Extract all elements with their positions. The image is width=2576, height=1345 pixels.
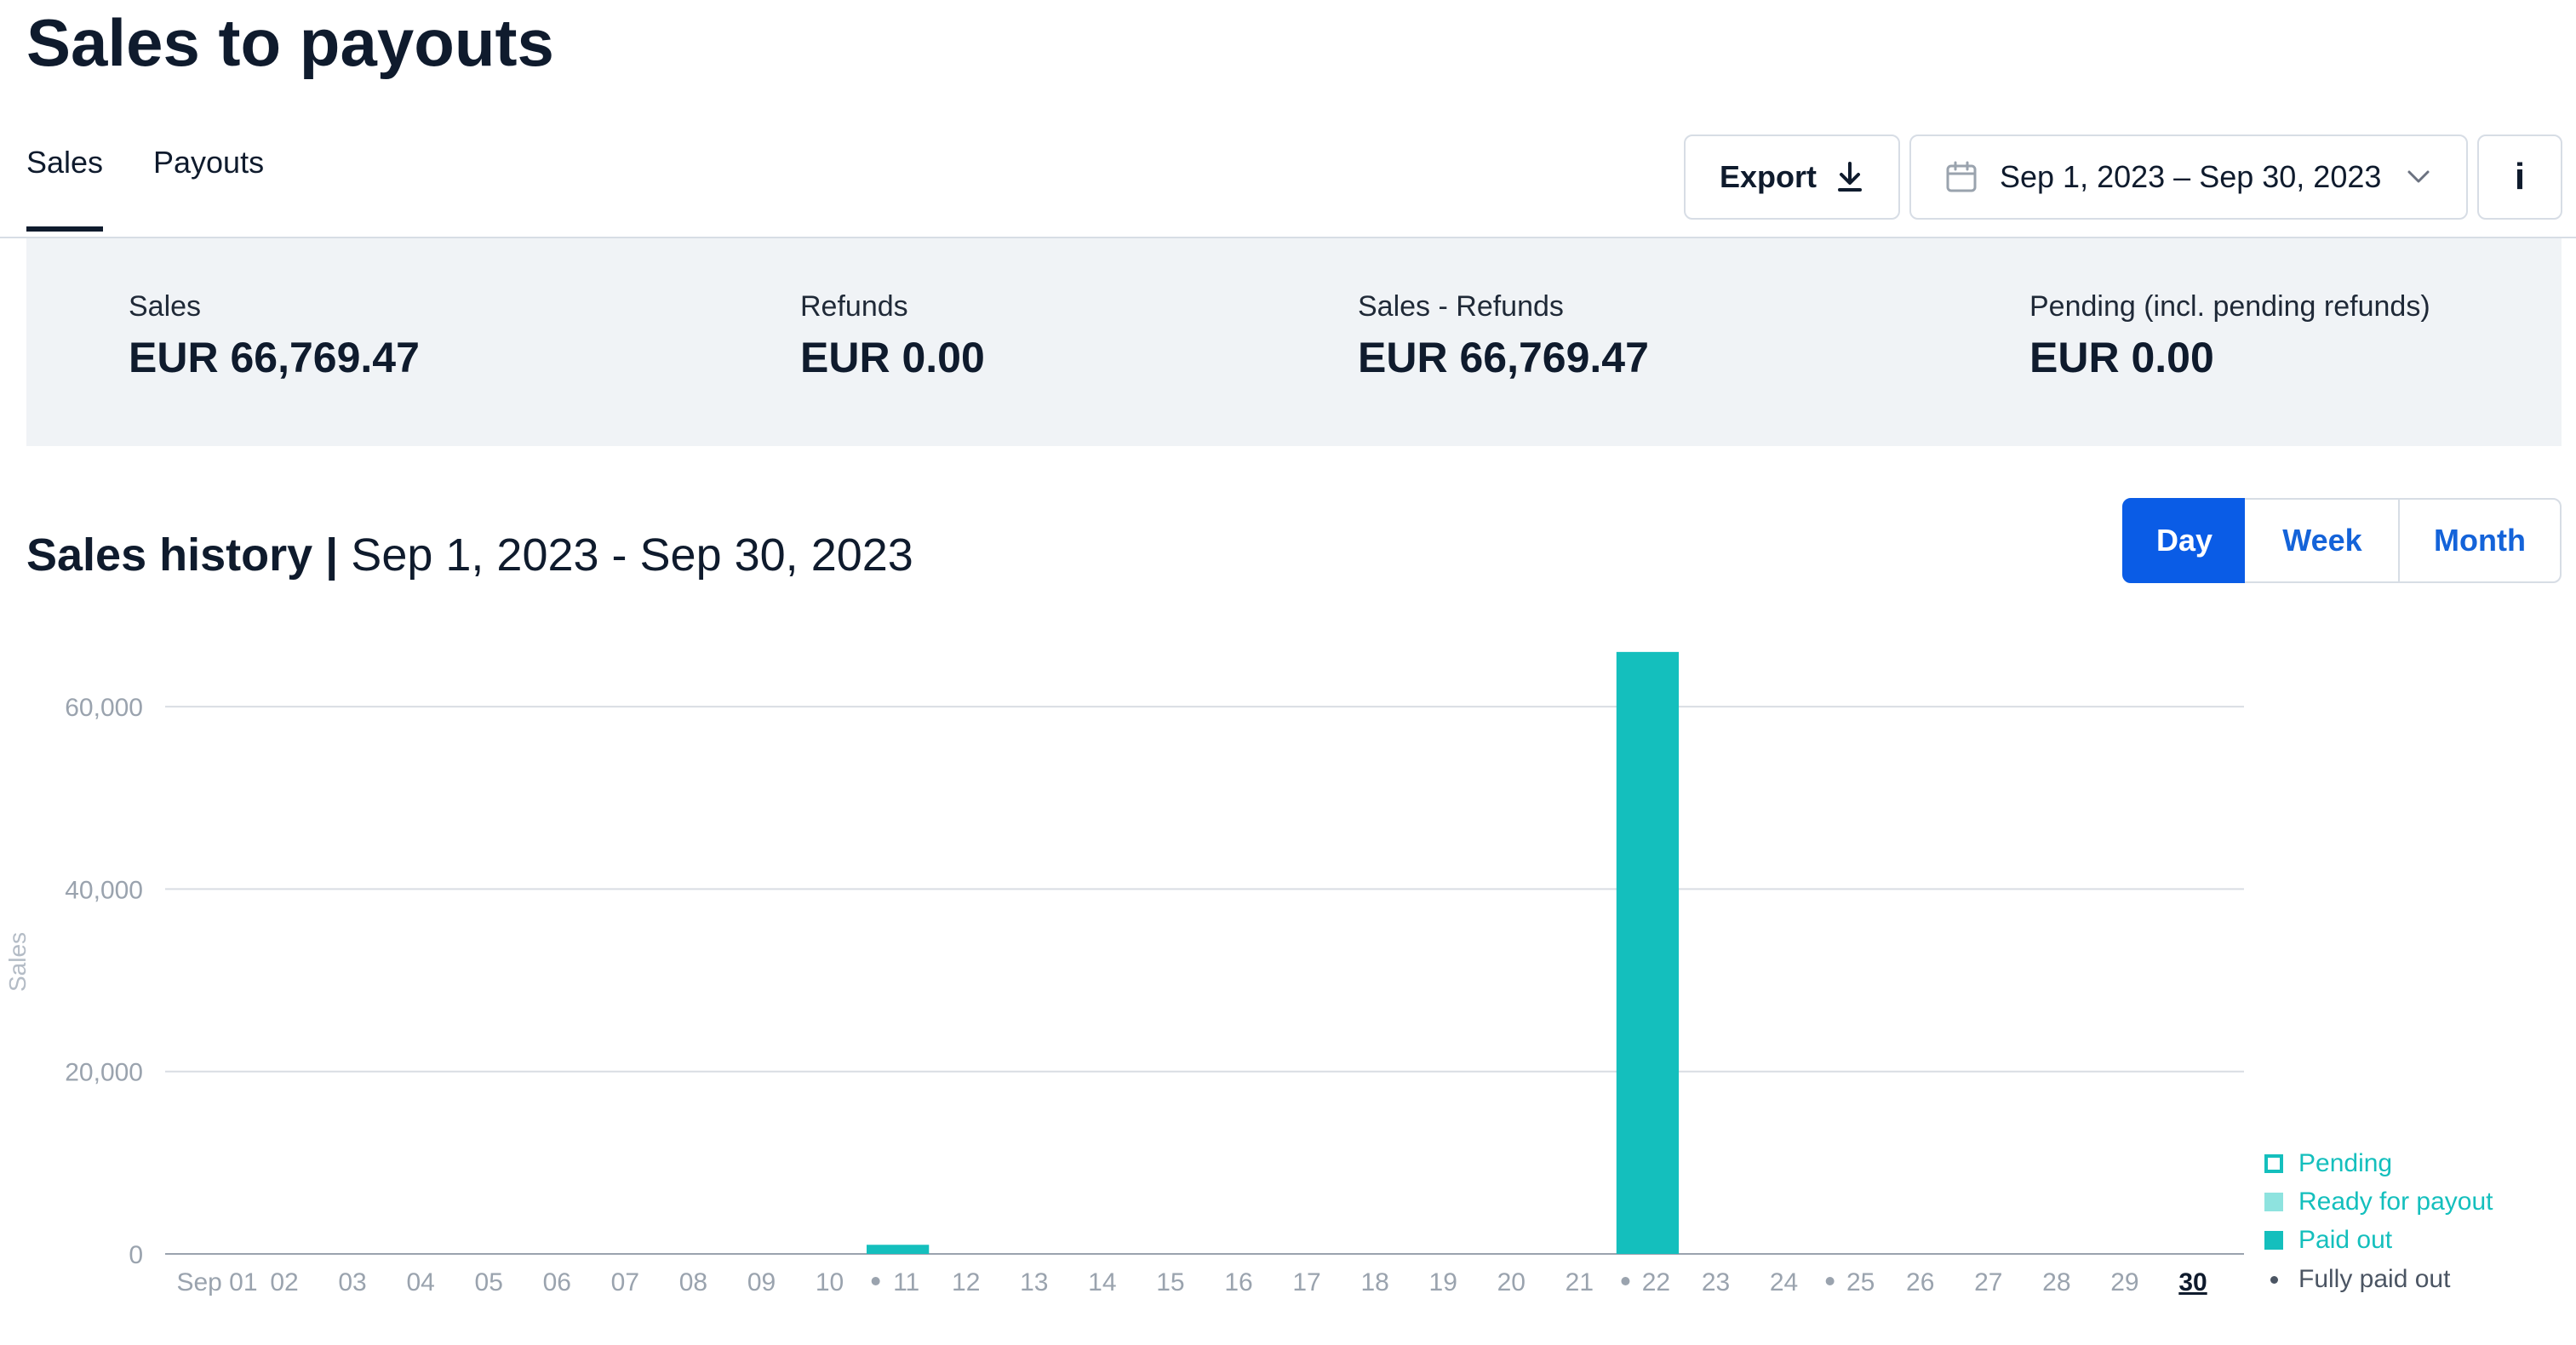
legend-swatch-dot [2264,1270,2283,1289]
summary-value: EUR 0.00 [2029,334,2214,381]
date-range-picker[interactable]: Sep 1, 2023 – Sep 30, 2023 [1909,134,2468,220]
fully-paid-out-marker [871,1277,880,1285]
x-tick-label: 13 [1020,1268,1048,1296]
x-tick-label: 19 [1429,1268,1457,1296]
export-button[interactable]: Export [1684,134,1900,220]
legend-label: Ready for payout [2298,1188,2493,1216]
legend-label: Pending [2298,1149,2393,1177]
info-icon: i [2514,156,2526,197]
x-tick-label: 25 [1846,1268,1875,1296]
bar [867,1245,930,1254]
calendar-icon [1946,161,1977,192]
y-tick-label: 40,000 [65,876,143,904]
summary-label: Sales [129,290,202,323]
page-title: Sales to payouts [26,5,554,80]
x-tick-label: 12 [952,1268,980,1296]
fully-paid-out-marker [1825,1277,1835,1285]
tab-sales[interactable]: Sales [26,145,104,232]
summary-value: EUR 0.00 [800,334,985,381]
y-tick-label: 0 [129,1241,143,1269]
x-tick-label: 09 [747,1268,776,1296]
sales-history-chart: 0 20,000 40,000 60,000 Sales Sep 01 02 03 04 05 06… [4,651,2244,1296]
legend-swatch-pending [2264,1154,2283,1173]
date-range-value: Sep 1, 2023 – Sep 30, 2023 [2000,159,2382,194]
sales-history-separator: | [325,529,339,581]
y-tick-label: 60,000 [65,694,143,722]
summary-pending: Pending (incl. pending refunds) EUR 0.00 [2029,289,2430,383]
download-icon [1838,162,1862,192]
x-tick-label: 16 [1224,1268,1252,1296]
granularity-week-button[interactable]: Week [2245,498,2400,583]
legend-swatch-paid-out [2264,1231,2283,1250]
x-tick-label: 23 [1702,1268,1730,1296]
tab-payouts[interactable]: Payouts [153,145,265,180]
x-tick-label: 30 [2178,1268,2207,1296]
info-button[interactable]: i [2477,134,2562,220]
x-tick-label: 06 [543,1268,571,1296]
legend-item-ready-for-payout: Ready for payout [2264,1188,2493,1216]
x-tick-label: 05 [475,1268,503,1296]
granularity-day-button[interactable]: Day [2122,498,2247,583]
legend-label: Paid out [2298,1226,2393,1254]
summary-value: EUR 66,769.47 [1358,334,1649,381]
x-tick-label: 08 [679,1268,707,1296]
x-tick-label: 11 [893,1268,919,1296]
summary-label: Sales - Refunds [1358,290,1564,323]
x-tick-label: 21 [1566,1268,1594,1296]
summary-value: EUR 66,769.47 [129,334,420,381]
x-tick-label: 03 [338,1268,366,1296]
legend-item-pending: Pending [2264,1149,2392,1178]
x-tick-label: 18 [1360,1268,1388,1296]
y-axis-label: Sales [4,932,31,992]
summary-label: Pending (incl. pending refunds) [2029,290,2430,323]
legend-label: Fully paid out [2298,1265,2451,1293]
y-tick-label: 20,000 [65,1059,143,1087]
sales-history-heading: Sales history | Sep 1, 2023 - Sep 30, 20… [26,528,913,582]
bar [1616,651,1680,1254]
x-tick-label: 28 [2042,1268,2070,1296]
x-tick-label: 15 [1156,1268,1184,1296]
x-tick-label: Sep 01 [176,1268,257,1296]
legend-item-fully-paid-out: Fully paid out [2264,1265,2450,1294]
x-tick-label: 27 [1974,1268,2002,1296]
sales-history-title: Sales history [26,529,313,581]
export-label: Export [1719,159,1817,194]
x-tick-label: 26 [1906,1268,1934,1296]
summary-sales: Sales EUR 66,769.47 [129,289,420,383]
legend-item-paid-out: Paid out [2264,1226,2392,1255]
x-tick-label: 02 [270,1268,298,1296]
summary-panel: Sales EUR 66,769.47 Refunds EUR 0.00 Sal… [26,238,2562,446]
x-tick-label: 29 [2110,1268,2138,1296]
x-tick-label: 10 [816,1268,844,1296]
granularity-month-button[interactable]: Month [2398,498,2562,583]
x-tick-label: 14 [1088,1268,1116,1296]
x-tick-label: 20 [1497,1268,1526,1296]
summary-sales-minus-refunds: Sales - Refunds EUR 66,769.47 [1358,289,1649,383]
legend-swatch-ready [2264,1193,2283,1211]
x-tick-label: 04 [406,1268,434,1296]
x-tick-label: 07 [611,1268,639,1296]
x-tick-label: 24 [1770,1268,1798,1296]
sales-history-range: Sep 1, 2023 - Sep 30, 2023 [351,529,913,581]
chevron-down-icon [2407,170,2430,183]
x-tick-label: 17 [1292,1268,1320,1296]
fully-paid-out-marker [1621,1277,1630,1285]
summary-label: Refunds [800,290,908,323]
summary-refunds: Refunds EUR 0.00 [800,289,985,383]
tab-bar: Sales Payouts Export Sep 1, 2023 – Sep 3… [0,128,2576,238]
x-tick-label: 22 [1642,1268,1670,1296]
